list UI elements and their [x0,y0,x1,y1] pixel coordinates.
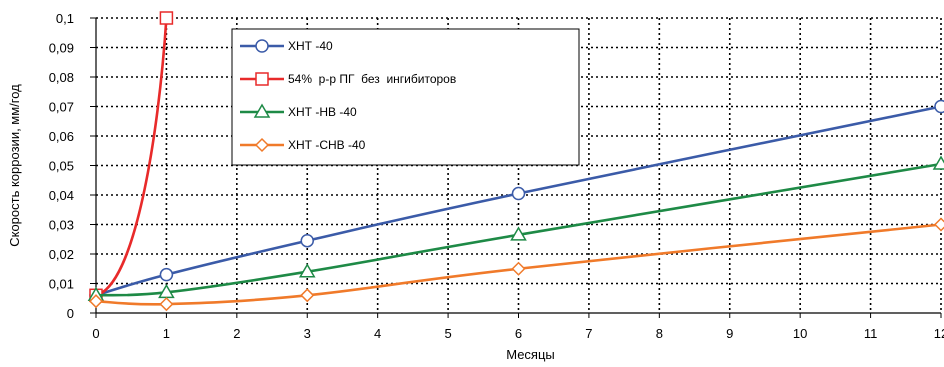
y-tick-label: 0,08 [49,70,74,85]
y-tick-labels: 0 0,01 0,02 0,03 0,04 0,05 0,06 0,07 0,08 0,09 0,1 [49,11,74,321]
data-point-khnt-snv-40 [88,294,104,309]
legend-swatch-marker [253,103,271,118]
x-tick-label: 1 [163,326,170,341]
legend-box [231,28,580,166]
x-tick-label: 10 [793,326,807,341]
y-tick-label: 0 [67,306,74,321]
legend-label: ХНТ -СНВ -40 [288,138,366,152]
x-axis-title: Месяцы [506,347,555,362]
data-point-khnt-nv-40 [510,226,527,241]
y-tick-label: 0,07 [49,100,74,115]
data-point-pg-no-inhibitors [159,11,174,25]
data-point-khnt-snv-40 [511,261,526,276]
y-tick-label: 0,01 [49,277,74,292]
legend-item-khnt-snv-40: ХНТ -СНВ -40 [240,137,366,153]
data-point-khnt-nv-40 [932,155,944,170]
y-tick-label: 0,1 [56,11,74,26]
data-point-khnt-40 [934,99,944,114]
x-tick-label: 8 [656,326,663,341]
y-tick-label: 0,02 [49,247,74,262]
series-line-pg-no-inhibitors [95,17,168,297]
series-pg-no-inhibitors [89,11,174,303]
x-tick-label: 3 [304,326,311,341]
series-layer [87,11,944,312]
data-point-khnt-snv-40 [300,288,315,303]
legend-swatch-marker [254,137,270,153]
data-point-khnt-40 [300,233,314,248]
y-tick-label: 0,09 [49,41,74,56]
legend-item-khnt-nv-40: ХНТ -НВ -40 [240,103,357,119]
legend-item-pg-no-inhibitors: 54% р-р ПГ без ингибиторов [240,72,456,86]
legend-label: 54% р-р ПГ без ингибиторов [288,72,456,86]
data-point-khnt-nv-40 [298,263,316,278]
x-tick-label: 4 [374,326,381,341]
x-tick-label: 5 [444,326,451,341]
legend-label: ХНТ -НВ -40 [288,105,357,119]
axes [90,17,942,318]
series-khnt-nv-40 [87,155,944,302]
x-tick-label: 2 [233,326,240,341]
y-tick-label: 0,03 [49,218,74,233]
data-point-khnt-40 [159,267,174,282]
x-tick-label: 6 [515,326,522,341]
y-axis-title: Скорость коррозии, мм/год [7,84,22,247]
x-tick-label: 7 [585,326,592,341]
x-tick-label: 9 [726,326,733,341]
y-tick-label: 0,04 [49,188,74,203]
y-tick-label: 0,06 [49,129,74,144]
y-tick-label: 0,05 [49,159,74,174]
legend-label: ХНТ -40 [288,39,333,53]
legend-item-khnt-40: ХНТ -40 [240,39,333,53]
x-tick-label: 12 [934,326,944,341]
legend-swatch-marker [255,72,269,86]
x-tick-label: 11 [864,326,878,341]
data-point-khnt-snv-40 [159,297,174,312]
data-point-khnt-snv-40 [933,217,944,232]
x-tick-labels: 0123456789101112 [92,326,944,341]
series-khnt-snv-40 [88,217,944,312]
legend-swatch-marker [255,39,269,53]
legend: ХНТ -40 54% р-р ПГ без ингибиторов ХНТ -НВ… [231,28,580,166]
series-khnt-40 [89,99,944,303]
data-point-khnt-40 [511,186,526,201]
x-tick-label: 0 [92,326,99,341]
